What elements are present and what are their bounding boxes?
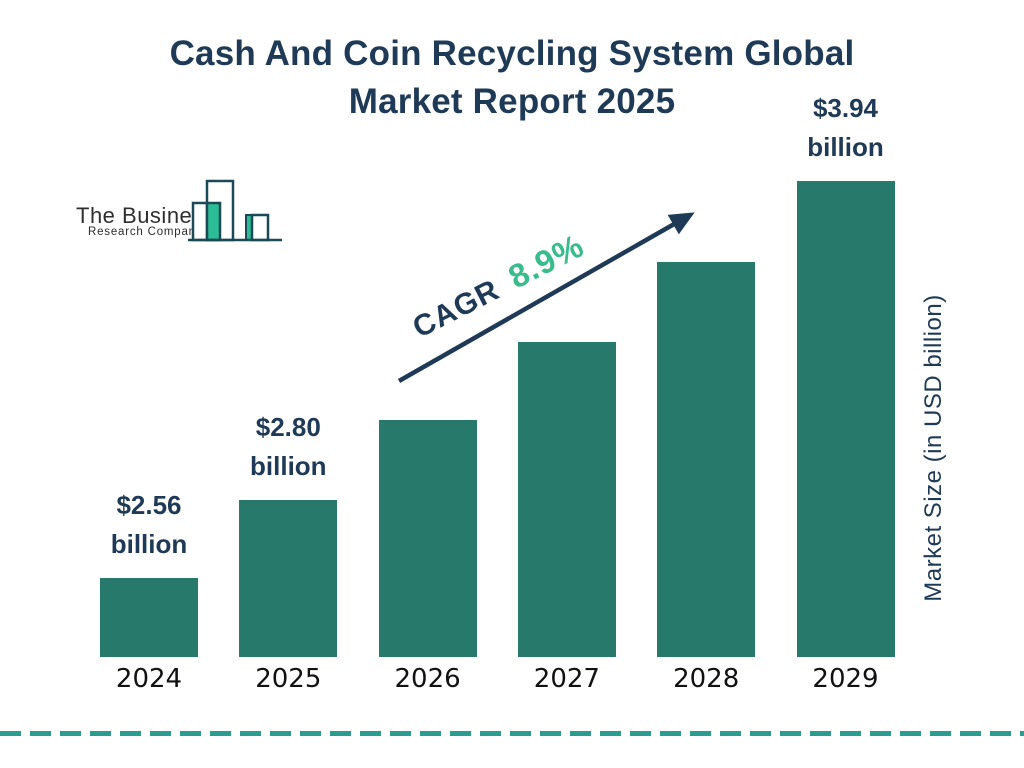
logo-subtitle: Research Company bbox=[88, 226, 203, 238]
value-label-2025: $2.80 billion bbox=[209, 408, 367, 486]
x-tick-2026: 2026 bbox=[394, 664, 461, 694]
value-unit: billion bbox=[807, 132, 884, 162]
value-amount: $3.94 bbox=[812, 93, 879, 123]
page-title: Cash And Coin Recycling System Global Ma… bbox=[0, 30, 1024, 126]
cagr-value: 8.9% bbox=[502, 226, 590, 296]
bar-2024 bbox=[100, 578, 198, 657]
value-amount: $2.80 bbox=[255, 412, 321, 442]
bar-2028 bbox=[657, 262, 756, 657]
x-tick-2025: 2025 bbox=[255, 664, 322, 694]
cagr-label: CAGR bbox=[407, 273, 505, 345]
cagr-annotation: CAGR8.9% bbox=[406, 226, 590, 345]
bottom-dashed-line bbox=[0, 731, 1024, 736]
value-label-2024: $2.56 billion bbox=[70, 486, 228, 564]
value-label-2029: $3.94 billion bbox=[767, 89, 925, 167]
title-line-2: Market Report 2025 bbox=[348, 82, 676, 121]
bar-2029 bbox=[796, 181, 895, 657]
logo-name: The Business bbox=[76, 203, 216, 228]
bar-2025 bbox=[239, 500, 338, 657]
x-tick-2027: 2027 bbox=[533, 664, 600, 694]
bar-2026 bbox=[378, 420, 477, 657]
value-amount: $2.56 bbox=[116, 490, 182, 520]
title-line-1: Cash And Coin Recycling System Global bbox=[169, 34, 855, 73]
x-tick-2029: 2029 bbox=[812, 664, 879, 694]
bar-2027 bbox=[517, 342, 616, 657]
x-tick-2024: 2024 bbox=[115, 664, 183, 694]
value-unit: billion bbox=[250, 451, 327, 481]
value-unit: billion bbox=[110, 529, 188, 559]
y-axis-label: Market Size (in USD billion) bbox=[920, 294, 947, 602]
x-tick-2028: 2028 bbox=[673, 664, 740, 694]
bar-chart-logo-icon bbox=[188, 179, 282, 242]
